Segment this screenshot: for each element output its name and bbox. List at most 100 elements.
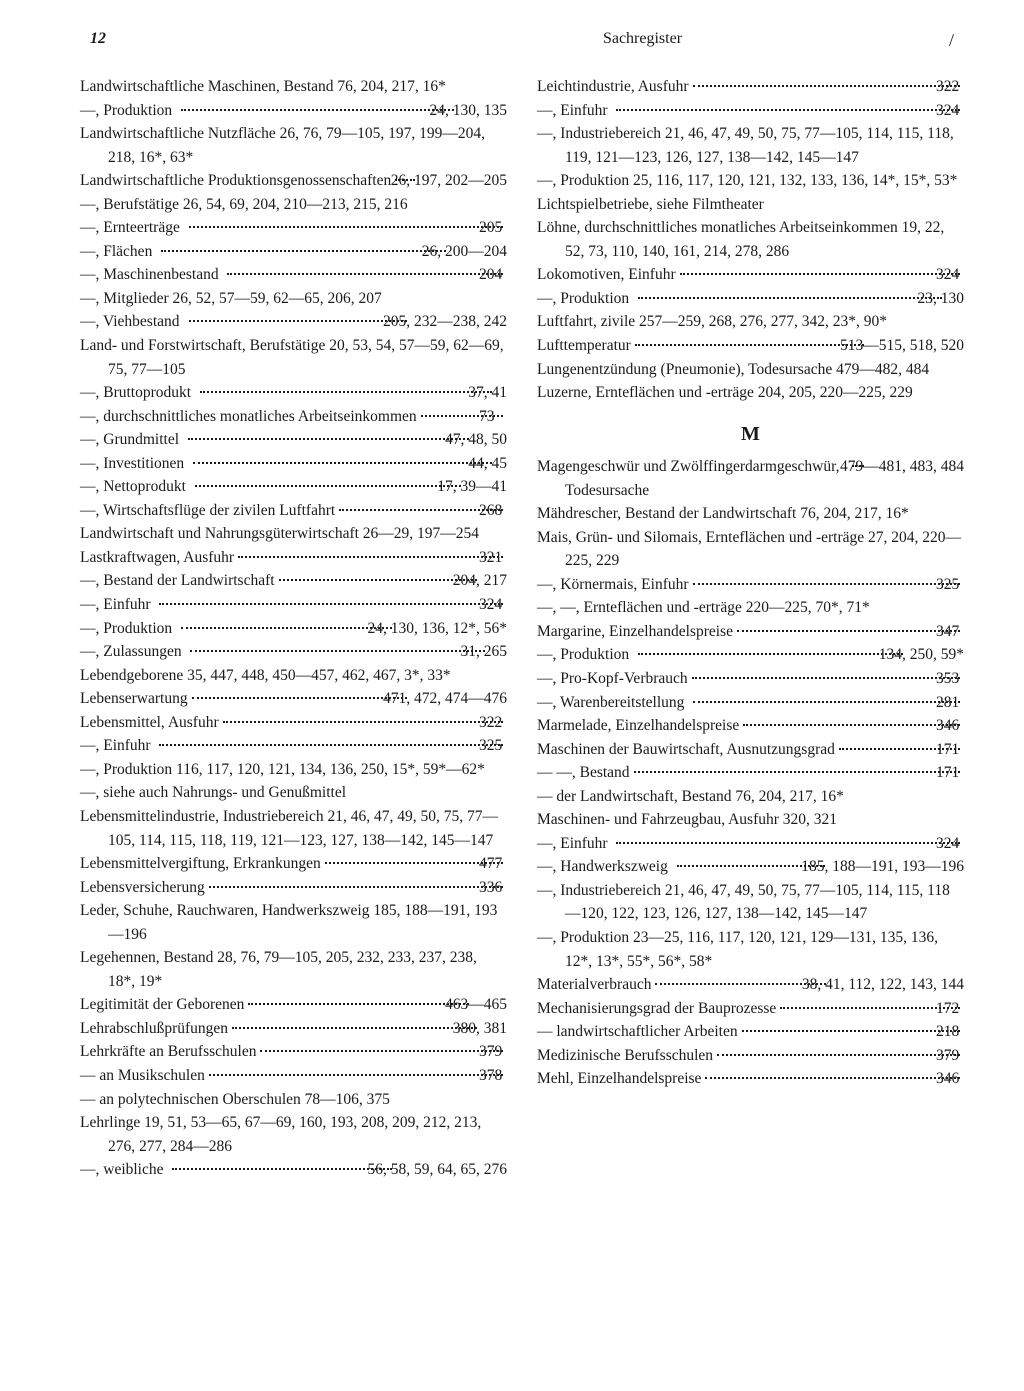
index-entry: Landwirtschaftliche Nutzfläche 26, 76, 7… (80, 122, 507, 169)
index-entry: —, Einfuhr324 (537, 832, 964, 856)
entry-label: —, Investitionen (108, 452, 189, 476)
leader-dots (616, 842, 960, 844)
entry-label: Lebensversicherung (108, 876, 205, 900)
leader-dots (839, 748, 960, 750)
leader-dots (693, 583, 960, 585)
index-entry: —, Produktion 134, 250, 59* (537, 643, 964, 667)
leader-dots (200, 391, 492, 393)
leader-dots (159, 744, 503, 746)
index-entry: Medizinische Berufsschulen379 (537, 1044, 964, 1068)
page-number: 12 (90, 30, 106, 51)
index-entry: Löhne, durchschnittliches monatliches Ar… (537, 216, 964, 263)
index-entry: — der Landwirtschaft, Bestand 76, 204, 2… (537, 785, 964, 809)
leader-dots (209, 886, 503, 888)
entry-pages: 134, 250, 59* (907, 643, 964, 667)
index-entry: —, Flächen 26, 200—204 (80, 240, 507, 264)
index-entry: Mähdrescher, Bestand der Landwirtschaft … (537, 502, 964, 526)
leader-dots (692, 677, 960, 679)
index-entry: Maschinen der Bauwirtschaft, Ausnutzungs… (537, 738, 964, 762)
header-slash: / (949, 30, 954, 51)
leader-dots (780, 1007, 960, 1009)
entry-label: —, Körnermais, Einfuhr (565, 573, 689, 597)
entry-pages: 204, 217 (481, 569, 507, 593)
right-column: Leichtindustrie, Ausfuhr322 —, Einfuhr324… (537, 75, 964, 1182)
index-entry: —, Pro-Kopf-Verbrauch353 (537, 667, 964, 691)
index-entry: —, Investitionen44, 45 (80, 452, 507, 476)
leader-dots (193, 462, 492, 464)
entry-pages: 56, 58, 59, 64, 65, 276 (396, 1158, 508, 1182)
leader-dots (181, 109, 454, 111)
entry-label: Medizinische Berufsschulen (565, 1044, 713, 1068)
leader-dots (260, 1050, 503, 1052)
entry-pages: 23, 130 (946, 287, 965, 311)
index-entry: Lehrkräfte an Berufsschulen379 (80, 1040, 507, 1064)
index-entry: Legitimität der Geborenen463—465 (80, 993, 507, 1017)
index-entry: Lebensmittelvergiftung, Erkrankungen477 (80, 852, 507, 876)
index-entry: Land- und Forstwirtschaft, Berufstätige … (80, 334, 507, 381)
entry-label: — landwirtschaftlicher Arbeiten (565, 1020, 738, 1044)
leader-dots (638, 653, 903, 655)
index-entry: —, Bruttoprodukt37, 41 (80, 381, 507, 405)
index-entry: Materialverbrauch38, 41, 112, 122, 143, … (537, 973, 964, 997)
index-entry: —, Einfuhr325 (80, 734, 507, 758)
entry-pages: 24, 130, 135 (458, 99, 508, 123)
entry-label: — an Musikschulen (108, 1064, 205, 1088)
entry-pages: 185, 188—191, 193—196 (829, 855, 964, 879)
entry-label: —, Zulassungen (108, 640, 186, 664)
entry-pages: 479—481, 483, 484 (868, 455, 964, 479)
leader-dots (743, 724, 960, 726)
leader-dots (192, 697, 407, 699)
index-entry: Legehennen, Bestand 28, 76, 79—105, 205,… (80, 946, 507, 993)
index-entry: Lebendgeborene 35, 447, 448, 450—457, 46… (80, 664, 507, 688)
entry-pages: 513—515, 518, 520 (868, 334, 964, 358)
leader-dots (248, 1003, 469, 1005)
section-heading-m: M (537, 419, 964, 449)
left-column: Landwirtschaftliche Maschinen, Bestand 7… (80, 75, 507, 1182)
columns-container: Landwirtschaftliche Maschinen, Bestand 7… (80, 75, 964, 1182)
index-entry: —, Produktion23, 130 (537, 287, 964, 311)
entry-label: — —, Bestand (565, 761, 630, 785)
index-entry: —, Produktion 23—25, 116, 117, 120, 121,… (537, 926, 964, 973)
index-entry: Leichtindustrie, Ausfuhr322 (537, 75, 964, 99)
index-entry: —, Warenbereitstellung281 (537, 691, 964, 715)
entry-label: —, Produktion (108, 99, 177, 123)
index-entry: —, —, Ernteflächen und -erträge 220—225,… (537, 596, 964, 620)
index-entry: —, Handwerkszweig185, 188—191, 193—196 (537, 855, 964, 879)
index-entry: Luftfahrt, zivile 257—259, 268, 276, 277… (537, 310, 964, 334)
entry-pages: 24, 130, 136, 12*, 56* (396, 617, 508, 641)
entry-pages: 31, 265 (489, 640, 508, 664)
index-entry: Magengeschwür und Zwölffingerdarmgeschwü… (537, 455, 964, 502)
entry-label: —, Einfuhr (565, 832, 612, 856)
index-entry: Marmelade, Einzelhandelspreise346 (537, 714, 964, 738)
leader-dots (680, 273, 960, 275)
page-header: 12 Sachregister / (80, 30, 964, 51)
index-entry: Lufttemperatur513—515, 518, 520 (537, 334, 964, 358)
index-entry: —, Produktion 24, 130, 135 (80, 99, 507, 123)
index-entry: —, Maschinenbestand204 (80, 263, 507, 287)
index-page: 12 Sachregister / Landwirtschaftliche Ma… (0, 0, 1024, 1391)
entry-label: —, Flächen (108, 240, 157, 264)
entry-label: Lehrabschlußprüfungen (108, 1017, 228, 1041)
entry-label: —, Produktion (565, 643, 634, 667)
leader-dots (395, 179, 415, 181)
entry-label: Mechanisierungsgrad der Bauprozesse (565, 997, 776, 1021)
entry-label: —, Einfuhr (108, 734, 155, 758)
index-entry: —, Berufstätige 26, 54, 69, 204, 210—213… (80, 193, 507, 217)
entry-label: —, Viehbestand (108, 310, 185, 334)
index-entry: —, Industriebereich 21, 46, 47, 49, 50, … (537, 879, 964, 926)
entry-pages: 26, 200—204 (450, 240, 507, 264)
leader-dots (189, 226, 503, 228)
entry-label: Lebensmittelvergiftung, Erkrankungen (108, 852, 321, 876)
entry-label: —, Pro-Kopf-Verbrauch (565, 667, 688, 691)
leader-dots (161, 250, 446, 252)
leader-dots (634, 771, 960, 773)
entry-label: Magengeschwür und Zwölffingerdarmgeschwü… (565, 455, 848, 502)
leader-dots (325, 862, 503, 864)
index-entry: Landwirtschaftliche Produktionsgenossens… (80, 169, 507, 193)
entry-label: Marmelade, Einzelhandelspreise (565, 714, 739, 738)
index-entry: —, Bestand der Landwirtschaft204, 217 (80, 569, 507, 593)
entry-label: Lokomotiven, Einfuhr (565, 263, 676, 287)
index-entry: —, Mitglieder 26, 52, 57—59, 62—65, 206,… (80, 287, 507, 311)
leader-dots (705, 1077, 960, 1079)
index-entry: —, siehe auch Nahrungs- und Genußmittel (80, 781, 507, 805)
